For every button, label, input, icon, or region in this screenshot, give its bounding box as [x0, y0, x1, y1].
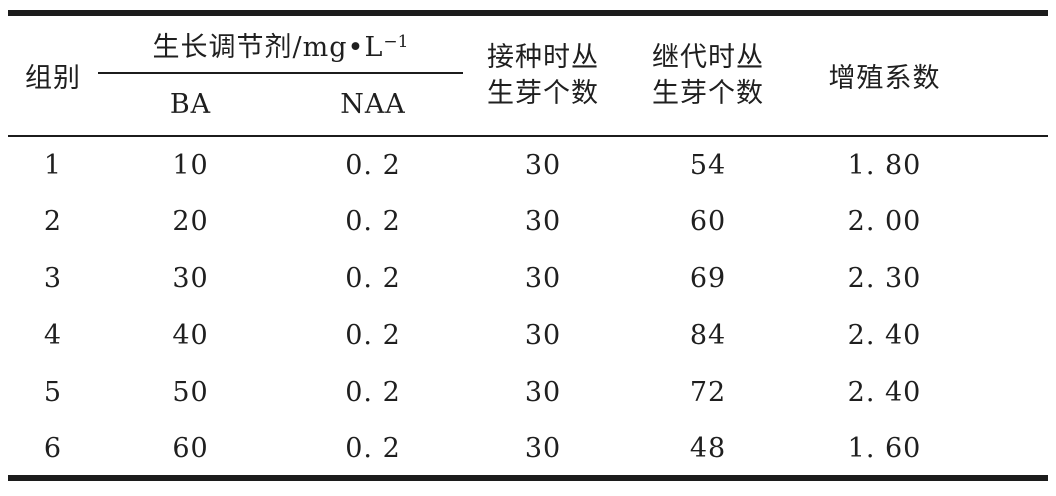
table-header: 组别 生长调节剂/mg•L−1 接种时丛 生芽个数 继代时丛 生芽个数 增殖系数…	[8, 13, 1048, 137]
header-group: 组别	[8, 13, 98, 137]
cell-ba: 50	[172, 377, 209, 408]
cell-naa: 0. 2	[345, 206, 401, 237]
table-row: 4 40 0. 2 30 84 2. 40	[8, 307, 1048, 364]
header-growth-regulator: 生长调节剂/mg•L−1	[98, 13, 463, 74]
cell-subculture: 60	[689, 206, 727, 237]
cell-inoculation: 30	[524, 320, 562, 351]
cell-ba: 60	[172, 432, 209, 464]
header-unit-superscript: −1	[383, 31, 409, 52]
header-inoculation-buds-line2: 生芽个数	[487, 77, 599, 109]
cell-coefficient: 2. 00	[847, 206, 922, 237]
cell-coefficient: 1. 80	[847, 149, 922, 181]
cell-inoculation: 30	[524, 377, 562, 408]
cell-coefficient: 1. 60	[847, 432, 922, 464]
cell-ba: 40	[172, 320, 209, 351]
cell-coefficient: 2. 40	[847, 377, 922, 408]
table-body: 1 10 0. 2 30 54 1. 80 2 20 0. 2 30 60 2.…	[8, 136, 1048, 478]
cell-inoculation: 30	[524, 149, 562, 181]
cell-naa: 0. 2	[345, 149, 401, 181]
cell-group: 5	[43, 377, 63, 408]
table-row: 3 30 0. 2 30 69 2. 30	[8, 250, 1048, 307]
header-ba: BA	[98, 73, 283, 137]
table-row: 5 50 0. 2 30 72 2. 40	[8, 364, 1048, 421]
table-row: 2 20 0. 2 30 60 2. 00	[8, 193, 1048, 250]
cell-coefficient: 2. 40	[847, 320, 922, 351]
cell-subculture: 84	[689, 320, 727, 351]
cell-naa: 0. 2	[345, 263, 401, 294]
cell-subculture: 54	[689, 149, 727, 181]
cell-inoculation: 30	[524, 432, 562, 464]
cell-naa: 0. 2	[345, 377, 401, 408]
experiment-data-table: 组别 生长调节剂/mg•L−1 接种时丛 生芽个数 继代时丛 生芽个数 增殖系数…	[8, 10, 1048, 481]
header-inoculation-buds: 接种时丛 生芽个数	[463, 13, 623, 137]
cell-group: 2	[43, 206, 63, 237]
table-row: 6 60 0. 2 30 48 1. 60	[8, 421, 1048, 478]
header-multiplication-coefficient: 增殖系数	[793, 13, 1048, 137]
cell-naa: 0. 2	[345, 432, 401, 464]
cell-ba: 10	[172, 149, 209, 181]
header-subculture-buds-line2: 生芽个数	[652, 77, 764, 109]
cell-group: 6	[43, 432, 63, 464]
cell-inoculation: 30	[524, 263, 562, 294]
header-growth-regulator-text: 生长调节剂/mg•L	[152, 31, 384, 63]
cell-subculture: 69	[689, 263, 727, 294]
cell-naa: 0. 2	[345, 320, 401, 351]
cell-subculture: 48	[689, 432, 727, 464]
table-row: 1 10 0. 2 30 54 1. 80	[8, 136, 1048, 193]
header-naa: NAA	[283, 73, 463, 137]
cell-subculture: 72	[689, 377, 727, 408]
cell-ba: 20	[172, 206, 209, 237]
cell-group: 1	[43, 149, 63, 181]
header-subculture-buds: 继代时丛 生芽个数	[623, 13, 793, 137]
header-subculture-buds-line1: 继代时丛	[652, 41, 764, 73]
cell-ba: 30	[172, 263, 209, 294]
cell-group: 4	[43, 320, 63, 351]
cell-coefficient: 2. 30	[847, 263, 922, 294]
cell-inoculation: 30	[524, 206, 562, 237]
cell-group: 3	[43, 263, 63, 294]
header-inoculation-buds-line1: 接种时丛	[487, 41, 599, 73]
